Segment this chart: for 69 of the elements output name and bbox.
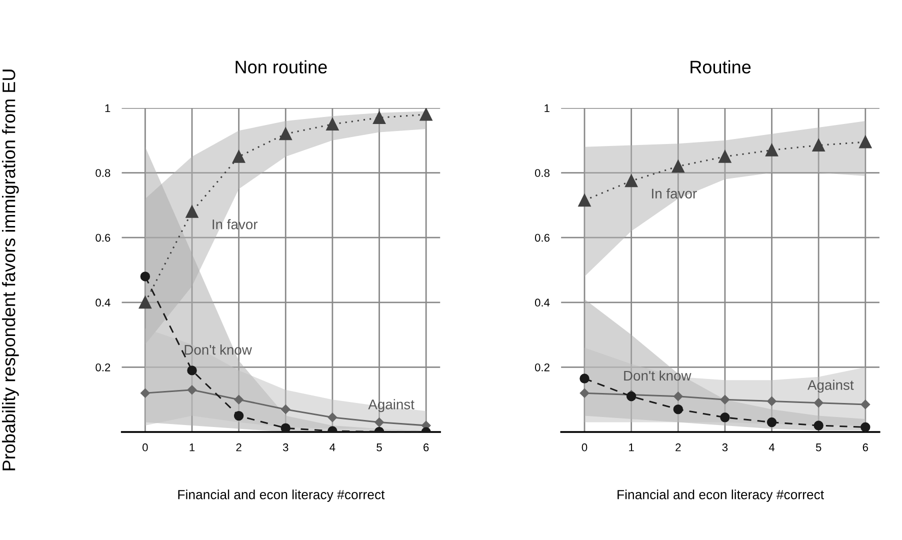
point [814,420,824,430]
x-axis-title: Financial and econ literacy #correct [178,490,385,502]
point [767,396,776,406]
x-tick-label: 6 [424,443,429,452]
x-tick-label: 1 [190,444,195,452]
x-axis-title: Financial and econ literacy #correct [618,490,824,502]
point [420,108,432,121]
x-tick-label: 2 [676,443,681,452]
x-tick-label: 3 [722,443,728,452]
point [674,392,683,401]
point [625,174,638,188]
y-tick-label: 0.4 [96,298,110,307]
x-tick-label: 1 [629,444,634,452]
point [766,417,777,428]
point [234,410,244,421]
point [328,412,338,422]
x-tick-label: 0 [142,443,148,452]
point [373,111,386,124]
point [280,423,290,432]
y-tick-label: 0.8 [534,169,550,177]
y-tick-label: 0.8 [96,169,110,177]
point [326,118,339,130]
point [580,374,590,384]
point [140,272,150,282]
point [187,366,197,376]
point [234,394,244,404]
point [232,150,246,163]
point [187,385,197,395]
y-axis-title: Probability respondent favors immigration from EU [2,70,19,470]
x-tick-label: 6 [862,443,868,452]
point [860,400,870,410]
point [186,205,198,218]
point [279,128,292,140]
x-tick-label: 3 [282,443,288,452]
point [138,296,152,309]
x-tick-label: 5 [376,444,382,452]
point [720,394,730,404]
point [281,404,290,414]
point [374,418,384,427]
y-tick-label: 1 [105,104,110,112]
series-label: Against [808,380,854,393]
point [672,160,684,173]
series-label: In favor [652,188,697,199]
x-tick-label: 0 [582,443,588,452]
point [578,194,591,207]
point [720,412,730,422]
point [812,139,825,152]
point [580,388,590,398]
x-tick-label: 4 [768,444,775,452]
point [718,150,732,163]
chart-title: Non routine [236,60,327,74]
y-tick-label: 0.2 [534,363,550,372]
point [673,404,683,414]
x-tick-label: 2 [236,443,242,452]
x-tick-label: 4 [330,444,336,452]
y-tick-label: 1 [544,104,550,112]
point [860,422,870,432]
point [859,136,872,148]
y-tick-label: 0.6 [96,234,110,242]
y-tick-label: 0.4 [534,298,550,307]
series-label: Don't know [624,370,692,381]
y-tick-label: 0.6 [534,234,550,242]
x-tick-label: 5 [816,444,822,452]
series-label: Against [368,399,414,412]
point [140,388,150,398]
point [814,398,824,408]
chart-title: Routine [690,60,751,74]
y-tick-label: 0.2 [96,363,110,372]
point [766,144,778,156]
